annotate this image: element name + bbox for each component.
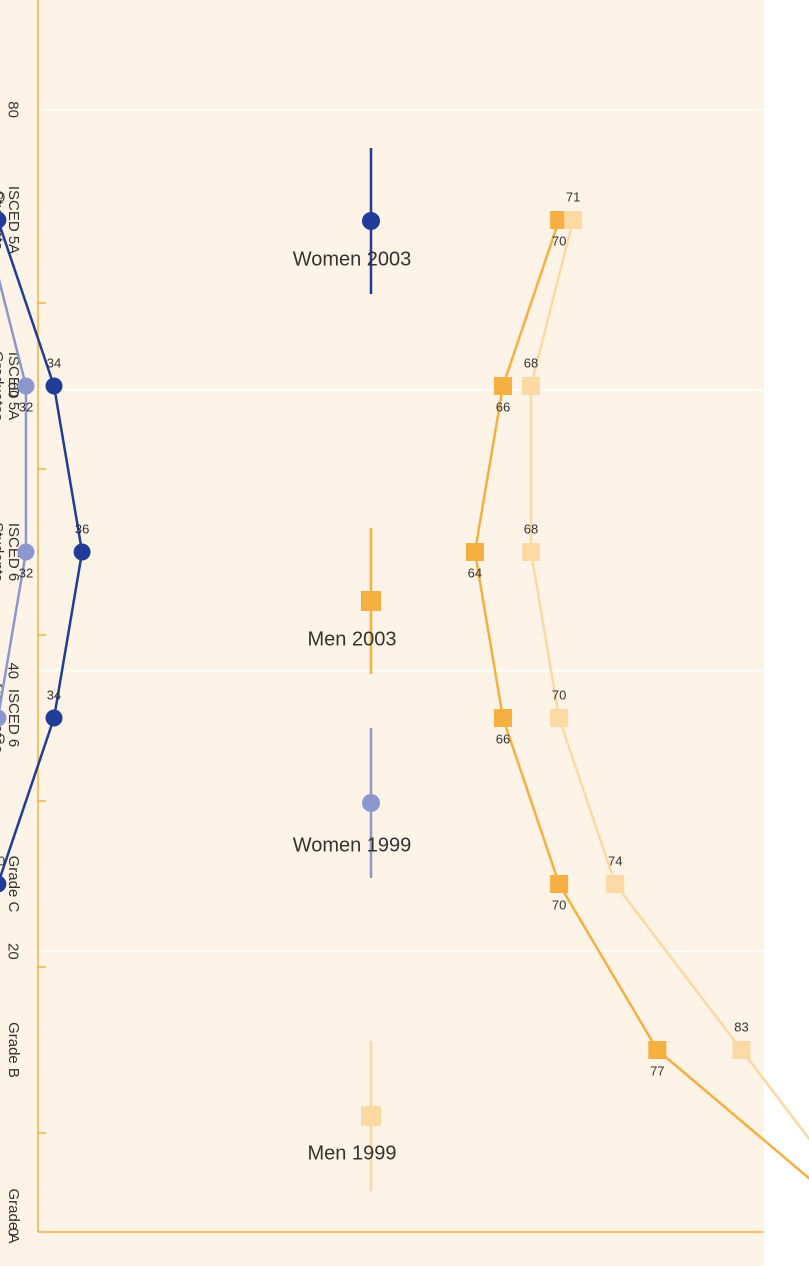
data-point bbox=[648, 1041, 667, 1059]
data-point bbox=[73, 543, 91, 561]
data-point bbox=[493, 377, 512, 395]
data-point bbox=[0, 211, 7, 229]
data-label: 30 bbox=[0, 853, 5, 868]
y-tick-label: 20 bbox=[5, 943, 22, 960]
data-label: 77 bbox=[650, 1063, 664, 1078]
legend-label: Women 1999 bbox=[293, 834, 412, 856]
data-point bbox=[465, 543, 484, 561]
data-point bbox=[0, 709, 7, 727]
data-point bbox=[17, 543, 35, 561]
legend-marker bbox=[362, 212, 380, 230]
y-tick-label: 60 bbox=[5, 382, 22, 399]
data-point bbox=[550, 709, 569, 727]
chart-area bbox=[0, 0, 764, 1266]
data-label: 70 bbox=[552, 233, 566, 248]
legend: Women 2003 Men 2003 Women 1999 Men 1999 bbox=[293, 148, 412, 1191]
data-label: 70 bbox=[552, 897, 566, 912]
data-label: 68 bbox=[524, 521, 538, 536]
category-label: ISCED 6Students bbox=[0, 522, 22, 581]
data-label: 32 bbox=[19, 565, 33, 580]
series-layer: 3034363430239293232302617870666466707791… bbox=[0, 189, 809, 1217]
data-label: 68 bbox=[524, 355, 538, 370]
data-label: 30 bbox=[0, 731, 5, 746]
data-point bbox=[550, 875, 569, 893]
data-label: 66 bbox=[496, 731, 510, 746]
data-label: 71 bbox=[566, 189, 580, 204]
data-point bbox=[45, 709, 63, 727]
data-label: 70 bbox=[552, 687, 566, 702]
data-label: 30 bbox=[0, 189, 5, 204]
data-point bbox=[0, 875, 7, 893]
data-label: 83 bbox=[734, 1019, 748, 1034]
data-point bbox=[45, 377, 63, 395]
legend-marker bbox=[362, 794, 380, 812]
data-label: 36 bbox=[75, 521, 89, 536]
data-point bbox=[493, 709, 512, 727]
y-tick-label: 80 bbox=[5, 101, 22, 118]
legend-marker bbox=[361, 1106, 381, 1126]
data-label: 74 bbox=[608, 853, 622, 868]
y-tick-label: 40 bbox=[5, 662, 22, 679]
legend-label: Men 1999 bbox=[308, 1142, 397, 1164]
legend-label: Men 2003 bbox=[308, 628, 397, 650]
data-label: 34 bbox=[47, 355, 61, 370]
data-label: 34 bbox=[47, 687, 61, 702]
data-label: 32 bbox=[19, 399, 33, 414]
data-label: 66 bbox=[496, 399, 510, 414]
y-tick-label: 0 bbox=[5, 1228, 22, 1236]
legend-marker bbox=[361, 591, 381, 611]
category-label: ISCED 5AGraduates bbox=[0, 351, 22, 421]
legend-label: Women 2003 bbox=[293, 248, 412, 270]
data-point bbox=[550, 211, 569, 229]
data-point bbox=[606, 875, 625, 893]
grid-layer bbox=[38, 108, 764, 953]
data-point bbox=[564, 211, 583, 229]
data-label: 64 bbox=[468, 565, 482, 580]
category-label: Grade C bbox=[5, 856, 22, 913]
data-point bbox=[522, 377, 541, 395]
data-point bbox=[17, 377, 35, 395]
data-point bbox=[732, 1041, 751, 1059]
category-label: Grade A bbox=[5, 1188, 22, 1243]
category-label: Grade B bbox=[5, 1022, 22, 1078]
data-point bbox=[522, 543, 541, 561]
